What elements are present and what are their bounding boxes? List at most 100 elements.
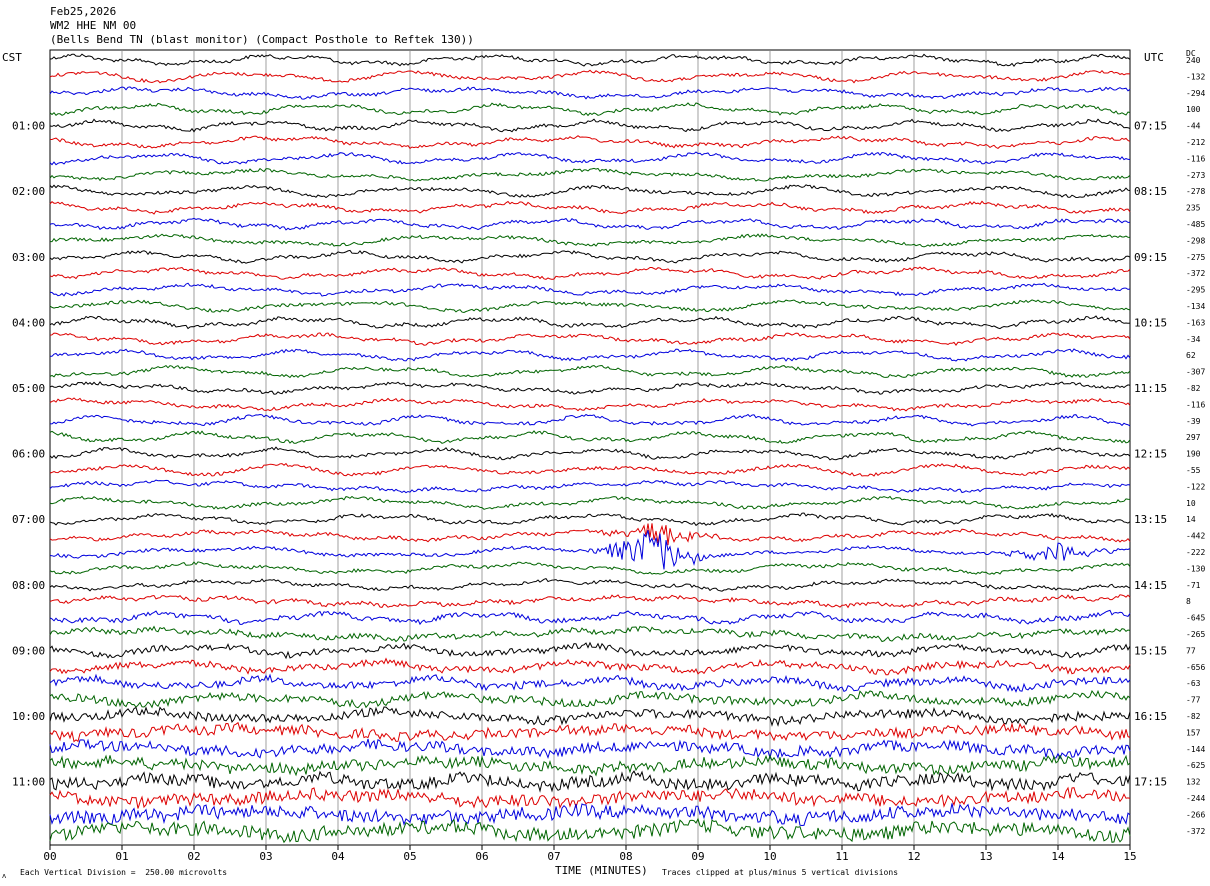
dc-offset-label: -307 [1186, 368, 1205, 377]
dc-offset-label: -122 [1186, 482, 1205, 491]
dc-offset-label: -298 [1186, 236, 1205, 245]
dc-offset-label: -163 [1186, 318, 1205, 327]
trace-line-34 [49, 609, 1131, 626]
trace-line-17 [49, 332, 1131, 346]
x-axis-label: TIME (MINUTES) [555, 864, 648, 877]
dc-offset-label: 297 [1186, 433, 1201, 442]
trace-line-35 [49, 625, 1131, 643]
dc-offset-label: -222 [1186, 548, 1205, 557]
dc-column-label: DC [1186, 49, 1196, 58]
left-time-label: 02:00 [12, 185, 45, 198]
left-time-label: 07:00 [12, 513, 45, 526]
dc-offset-label: 132 [1186, 778, 1201, 787]
dc-offset-label: 240 [1186, 56, 1201, 65]
dc-offset-label: -144 [1186, 745, 1205, 754]
left-time-label: 03:00 [12, 251, 45, 264]
trace-line-44 [49, 770, 1131, 793]
dc-offset-label: -130 [1186, 564, 1205, 573]
dc-offset-label: -132 [1186, 72, 1205, 81]
dc-offset-label: -372 [1186, 269, 1205, 278]
trace-line-45 [49, 786, 1131, 810]
trace-line-24 [49, 446, 1131, 461]
trace-line-32 [49, 578, 1131, 592]
right-time-label: 09:15 [1134, 251, 1167, 264]
dc-offset-label: -63 [1186, 679, 1201, 688]
right-time-label: 17:15 [1134, 776, 1167, 789]
left-time-label: 04:00 [12, 316, 45, 329]
dc-offset-label: -44 [1186, 122, 1201, 131]
trace-line-30 [49, 530, 1131, 570]
right-time-label: 10:15 [1134, 316, 1167, 329]
left-time-label: 09:00 [12, 644, 45, 657]
right-time-label: 16:15 [1134, 710, 1167, 723]
header-description: (Bells Bend TN (blast monitor) (Compact … [50, 33, 474, 46]
trace-line-18 [50, 348, 1131, 362]
trace-line-13 [49, 266, 1131, 280]
trace-line-12 [49, 249, 1131, 264]
dc-offset-label: 100 [1186, 105, 1201, 114]
dc-offset-label: -34 [1186, 335, 1201, 344]
x-tick-label: 10 [763, 850, 776, 863]
trace-line-5 [50, 135, 1131, 150]
trace-line-10 [49, 217, 1130, 231]
dc-offset-label: -625 [1186, 761, 1205, 770]
trace-line-9 [49, 200, 1131, 215]
dc-offset-label: 190 [1186, 450, 1201, 459]
trace-line-11 [50, 233, 1131, 248]
dc-offset-label: 157 [1186, 728, 1201, 737]
x-tick-label: 09 [691, 850, 704, 863]
corner-mark: ᴧ [2, 872, 7, 880]
dc-offset-label: -273 [1186, 171, 1205, 180]
dc-offset-label: -82 [1186, 712, 1201, 721]
trace-line-16 [49, 315, 1131, 330]
dc-offset-label: -645 [1186, 614, 1205, 623]
trace-line-22 [49, 413, 1131, 427]
x-tick-label: 06 [475, 850, 488, 863]
trace-line-47 [49, 817, 1131, 844]
clip-note: Traces clipped at plus/minus 5 vertical … [662, 868, 899, 877]
x-tick-label: 04 [331, 850, 345, 863]
trace-line-41 [49, 721, 1131, 743]
right-time-label: 12:15 [1134, 448, 1167, 461]
scale-note: Each Vertical Division = 250.00 microvol… [20, 868, 228, 877]
dc-offset-label: -212 [1186, 138, 1205, 147]
dc-offset-label: 10 [1186, 499, 1196, 508]
x-tick-label: 14 [1051, 850, 1065, 863]
trace-line-7 [49, 167, 1131, 182]
right-time-label: 14:15 [1134, 579, 1167, 592]
trace-line-33 [49, 594, 1131, 609]
dc-offset-label: 235 [1186, 204, 1201, 213]
x-tick-label: 02 [187, 850, 200, 863]
trace-line-2 [49, 86, 1131, 100]
x-tick-label: 15 [1123, 850, 1136, 863]
header-station: WM2 HHE NM 00 [50, 19, 137, 32]
trace-line-20 [49, 381, 1131, 395]
dc-offset-label: 77 [1186, 646, 1196, 655]
trace-line-39 [49, 689, 1131, 709]
trace-line-43 [49, 754, 1131, 777]
trace-line-0 [49, 53, 1131, 68]
trace-line-36 [49, 641, 1131, 660]
dc-offset-label: 62 [1186, 351, 1196, 360]
trace-line-23 [49, 430, 1131, 444]
left-time-label: 08:00 [12, 579, 45, 592]
dc-offset-label: -77 [1186, 696, 1201, 705]
dc-offset-label: -278 [1186, 187, 1205, 196]
dc-offset-label: -116 [1186, 400, 1205, 409]
dc-offset-label: -294 [1186, 89, 1205, 98]
x-tick-label: 00 [43, 850, 56, 863]
dc-offset-label: -134 [1186, 302, 1205, 311]
right-timezone-label: UTC [1144, 51, 1164, 64]
x-tick-label: 11 [835, 850, 848, 863]
right-time-label: 15:15 [1134, 644, 1167, 657]
dc-offset-label: 8 [1186, 597, 1191, 606]
trace-line-1 [49, 69, 1131, 84]
right-time-label: 13:15 [1134, 513, 1167, 526]
x-tick-label: 01 [115, 850, 128, 863]
right-time-label: 08:15 [1134, 185, 1167, 198]
trace-line-14 [49, 282, 1131, 297]
trace-line-3 [49, 102, 1131, 117]
left-time-label: 06:00 [12, 448, 45, 461]
trace-line-37 [49, 657, 1131, 676]
trace-line-29 [49, 523, 1131, 546]
